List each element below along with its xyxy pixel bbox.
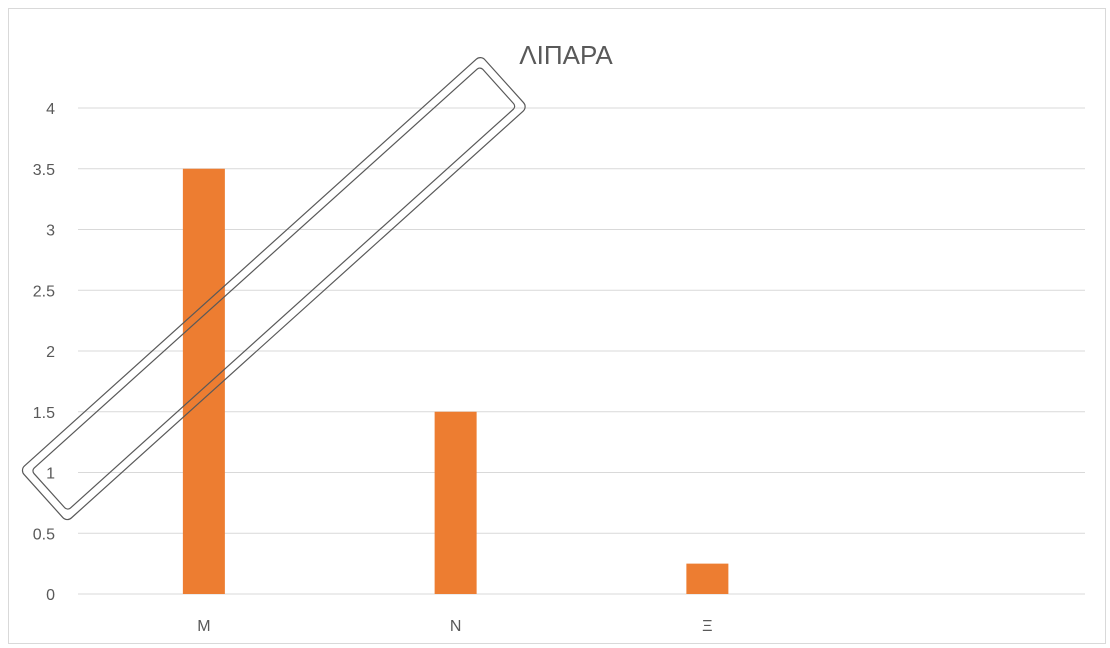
- bar-Μ: [182, 168, 225, 594]
- y-tick-label: 1: [46, 466, 55, 483]
- y-tick-label: 4: [46, 101, 55, 118]
- watermark: [21, 57, 526, 521]
- y-tick-label: 3.5: [33, 162, 55, 179]
- chart-title: ΛΙΠΑΡΑ: [519, 40, 613, 70]
- y-tick-label: 3: [46, 223, 55, 240]
- y-tick-label: 2: [46, 344, 55, 361]
- y-tick-label: 0: [46, 587, 55, 604]
- x-category-label: Μ: [197, 618, 210, 635]
- y-tick-label: 2.5: [33, 283, 55, 300]
- y-tick-label: 1.5: [33, 405, 55, 422]
- y-axis-ticks: 0 0.5 1 1.5 2 2.5 3 3.5 4: [33, 101, 55, 604]
- x-category-label: Ν: [450, 618, 462, 635]
- bar-Ν: [434, 411, 477, 594]
- x-axis-labels: Μ Ν Ξ: [197, 618, 712, 635]
- bars: [182, 168, 729, 594]
- chart-frame: [8, 8, 1106, 644]
- bar-Ξ: [686, 563, 729, 594]
- x-category-label: Ξ: [702, 618, 712, 635]
- y-tick-label: 0.5: [33, 526, 55, 543]
- gridlines: [78, 107, 1085, 595]
